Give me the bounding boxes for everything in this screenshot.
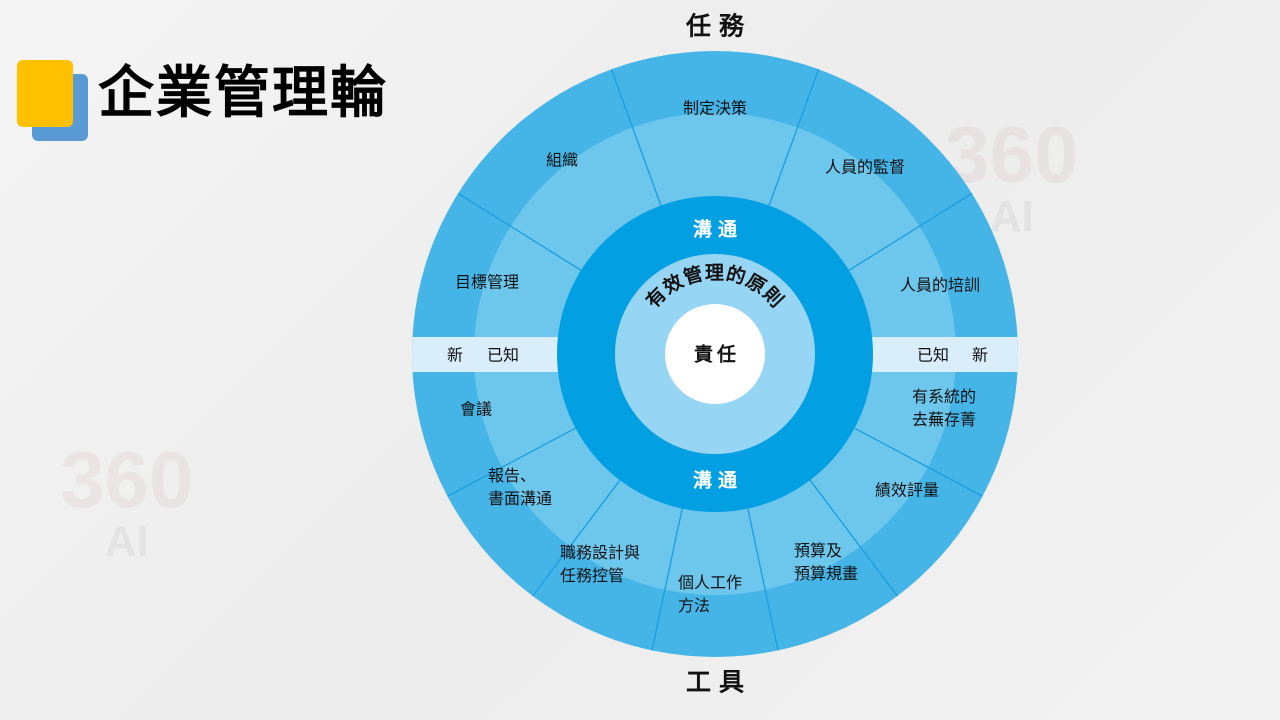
segment-label: 個人工作 方法 <box>678 573 743 615</box>
band-right-known: 已知 <box>916 345 950 365</box>
watermark-logo: 360 AI <box>60 435 194 566</box>
segment-label: 人員的培訓 <box>899 275 981 295</box>
watermark-logo: 360 AI <box>945 110 1079 241</box>
segment-divider <box>809 479 898 597</box>
axis-label-top: 任務 <box>685 11 753 41</box>
band-right-new: 新 <box>971 345 989 365</box>
communication-label-top: 溝通 <box>692 218 744 241</box>
segment-divider <box>532 479 621 597</box>
segment-divider <box>651 508 683 651</box>
core-label: 責任 <box>693 343 741 366</box>
core-circle <box>665 304 765 404</box>
segment-label: 會議 <box>459 399 493 419</box>
page-title: 企業管理輪 <box>98 60 388 126</box>
communication-label-bottom: 溝通 <box>692 469 744 492</box>
segment-divider <box>447 427 576 497</box>
segment-dividers <box>447 69 983 651</box>
logo-yellow-square <box>17 60 73 127</box>
band-left <box>412 337 570 372</box>
segment-label: 制定決策 <box>682 98 748 118</box>
segment-label: 預算及 預算規畫 <box>794 541 859 583</box>
band-left-new: 新 <box>446 345 464 365</box>
segment-label: 職務設計與 任務控管 <box>560 543 641 585</box>
segment-divider <box>854 427 983 497</box>
segment-label: 目標管理 <box>454 272 520 292</box>
segment-label: 人員的監督 <box>824 157 906 177</box>
segment-label: 績效評量 <box>874 480 940 500</box>
band-right <box>860 337 1018 372</box>
axis-label-bottom: 工具 <box>685 667 753 697</box>
segment-divider <box>768 69 820 206</box>
segment-divider <box>610 69 662 206</box>
segment-label: 組織 <box>545 150 579 170</box>
segment-divider <box>457 192 582 271</box>
segment-label: 有系統的 去蕪存菁 <box>912 387 977 429</box>
segment-label: 報告、 書面溝通 <box>488 466 553 508</box>
segment-divider <box>848 192 973 271</box>
band-left-known: 已知 <box>486 345 520 365</box>
segment-divider <box>747 508 779 651</box>
